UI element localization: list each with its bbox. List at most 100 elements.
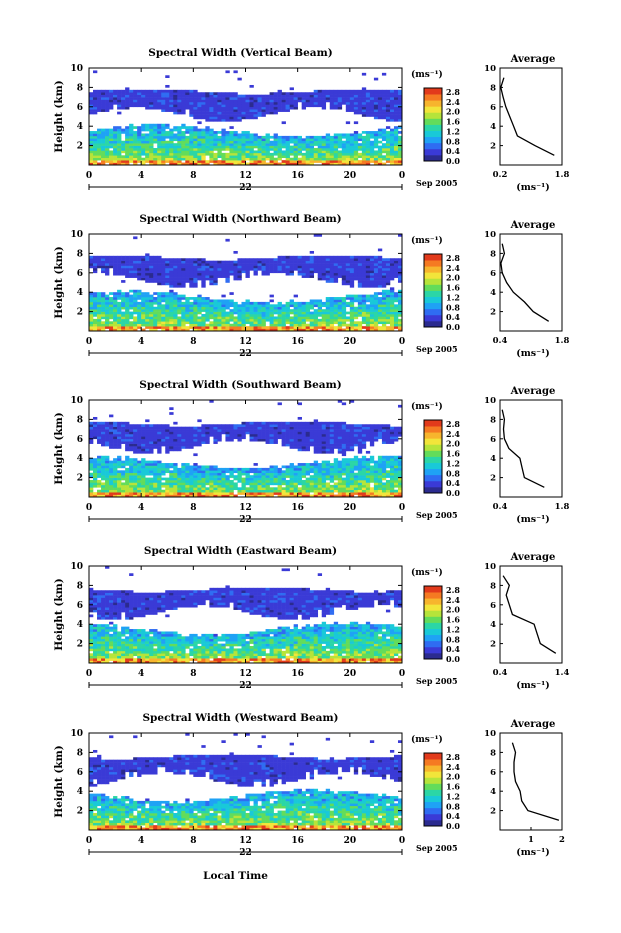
panel2-heatmap-cell bbox=[125, 321, 129, 324]
panel3-heatmap-cell bbox=[193, 485, 197, 488]
panel2-heatmap-cell bbox=[237, 278, 241, 281]
panel2-heatmap-cell bbox=[189, 309, 193, 312]
panel2-heatmap-cell bbox=[362, 321, 366, 324]
panel1-heatmap-cell bbox=[193, 100, 197, 103]
panel1-heatmap-cell bbox=[169, 131, 173, 134]
panel1-x-tick-label: 0 bbox=[399, 171, 405, 181]
panel1-heatmap-cell bbox=[346, 97, 350, 100]
panel1-heatmap-cell bbox=[113, 148, 117, 151]
panel1-heatmap-cell bbox=[346, 104, 350, 107]
panel3-heatmap-cell bbox=[137, 449, 141, 452]
panel3-heatmap-cell bbox=[173, 449, 177, 452]
panel3-heatmap-cell bbox=[189, 429, 193, 432]
panel2-heatmap-cell bbox=[205, 316, 209, 319]
panel3-heatmap-cell bbox=[169, 439, 173, 442]
panel2-heatmap-cell bbox=[145, 302, 149, 305]
panel2-heatmap-cell bbox=[318, 270, 322, 273]
panel1-heatmap-cell bbox=[290, 87, 294, 90]
panel2-heatmap-cell bbox=[149, 326, 153, 329]
panel1-heatmap-cell bbox=[229, 141, 233, 144]
panel3-heatmap-cell bbox=[286, 465, 290, 468]
panel3-heatmap-cell bbox=[129, 475, 133, 478]
panel2-heatmap-cell bbox=[113, 299, 117, 302]
panel2-heatmap-cell bbox=[193, 266, 197, 269]
panel1-heatmap-cell bbox=[278, 138, 282, 141]
panel2-heatmap-cell bbox=[262, 312, 266, 315]
panel1-heatmap-cell bbox=[318, 92, 322, 95]
panel1-heatmap-cell bbox=[105, 102, 109, 105]
panel3-heatmap-cell bbox=[101, 456, 105, 459]
panel2-heatmap-cell bbox=[386, 278, 390, 281]
panel1-heatmap-cell bbox=[241, 104, 245, 107]
panel3-heatmap-cell bbox=[125, 463, 129, 466]
panel3-heatmap-cell bbox=[125, 470, 129, 473]
panel2-heatmap-cell bbox=[145, 312, 149, 315]
panel1-heatmap-cell bbox=[262, 112, 266, 115]
panel2-heatmap-cell bbox=[270, 266, 274, 269]
panel2-heatmap-cell bbox=[185, 309, 189, 312]
panel2-heatmap-cell bbox=[386, 280, 390, 283]
panel1-heatmap-cell bbox=[161, 155, 165, 158]
panel1-heatmap-cell bbox=[173, 133, 177, 136]
panel1-heatmap-cell bbox=[229, 114, 233, 117]
panel3-heatmap-cell bbox=[129, 449, 133, 452]
panel1-heatmap-cell bbox=[173, 90, 177, 93]
panel1-heatmap-cell bbox=[310, 138, 314, 141]
panel2-heatmap-cell bbox=[133, 309, 137, 312]
panel3-heatmap-cell bbox=[246, 480, 250, 483]
panel3-heatmap-cell bbox=[217, 470, 221, 473]
panel1-heatmap-cell bbox=[246, 131, 250, 134]
panel2-heatmap-cell bbox=[193, 261, 197, 264]
panel3-heatmap-cell bbox=[270, 432, 274, 435]
panel1-heatmap-cell bbox=[189, 126, 193, 129]
panel2-heatmap-cell bbox=[185, 273, 189, 276]
panel2-heatmap-cell bbox=[213, 273, 217, 276]
panel2-heatmap-cell bbox=[205, 299, 209, 302]
panel2-heatmap-cell bbox=[213, 307, 217, 310]
panel1-heatmap-cell bbox=[229, 136, 233, 139]
panel3-heatmap-cell bbox=[101, 485, 105, 488]
panel1-heatmap-cell bbox=[374, 97, 378, 100]
panel2-heatmap-cell bbox=[101, 307, 105, 310]
panel3-heatmap-cell bbox=[189, 478, 193, 481]
panel2-heatmap-cell bbox=[93, 261, 97, 264]
panel3-heatmap-cell bbox=[310, 482, 314, 485]
panel2-heatmap-cell bbox=[250, 316, 254, 319]
panel3-heatmap-cell bbox=[133, 451, 137, 454]
panel1-heatmap-cell bbox=[169, 148, 173, 151]
panel2-heatmap-cell bbox=[201, 304, 205, 307]
panel2-heatmap-cell bbox=[169, 297, 173, 300]
panel2-heatmap-cell bbox=[93, 319, 97, 322]
panel3-heatmap-cell bbox=[246, 424, 250, 427]
panel2-heatmap-cell bbox=[181, 307, 185, 310]
panel1-heatmap-cell bbox=[113, 126, 117, 129]
panel2-heatmap-cell bbox=[225, 312, 229, 315]
panel2-heatmap-cell bbox=[394, 258, 398, 261]
panel3-heatmap-cell bbox=[197, 436, 201, 439]
panel1-heatmap-cell bbox=[370, 102, 374, 105]
panel3-heatmap-cell bbox=[149, 478, 153, 481]
panel2-heatmap-cell bbox=[362, 261, 366, 264]
panel1-heatmap-cell bbox=[93, 107, 97, 110]
panel2-heatmap-cell bbox=[221, 307, 225, 310]
panel1-heatmap-cell bbox=[350, 146, 354, 149]
panel2-heatmap-cell bbox=[250, 312, 254, 315]
panel1-heatmap-cell bbox=[101, 109, 105, 112]
panel1-heatmap-cell bbox=[334, 102, 338, 105]
panel1-heatmap-cell bbox=[193, 148, 197, 151]
panel1-heatmap-cell bbox=[290, 141, 294, 144]
panel2-heatmap-cell bbox=[233, 312, 237, 315]
panel1-colorbar-segment bbox=[424, 155, 442, 161]
panel2-heatmap-cell bbox=[161, 319, 165, 322]
panel1-heatmap-cell bbox=[298, 138, 302, 141]
panel2-heatmap-cell bbox=[378, 283, 382, 286]
panel1-heatmap-cell bbox=[246, 102, 250, 105]
panel1-heatmap-cell bbox=[294, 148, 298, 151]
panel1-heatmap-cell bbox=[314, 138, 318, 141]
panel2-heatmap-cell bbox=[185, 263, 189, 266]
panel3-heatmap-cell bbox=[266, 468, 270, 471]
panel1-heatmap-cell bbox=[250, 133, 254, 136]
panel3-heatmap-cell bbox=[137, 463, 141, 466]
panel2-heatmap-cell bbox=[294, 314, 298, 317]
panel1-heatmap-cell bbox=[205, 143, 209, 146]
